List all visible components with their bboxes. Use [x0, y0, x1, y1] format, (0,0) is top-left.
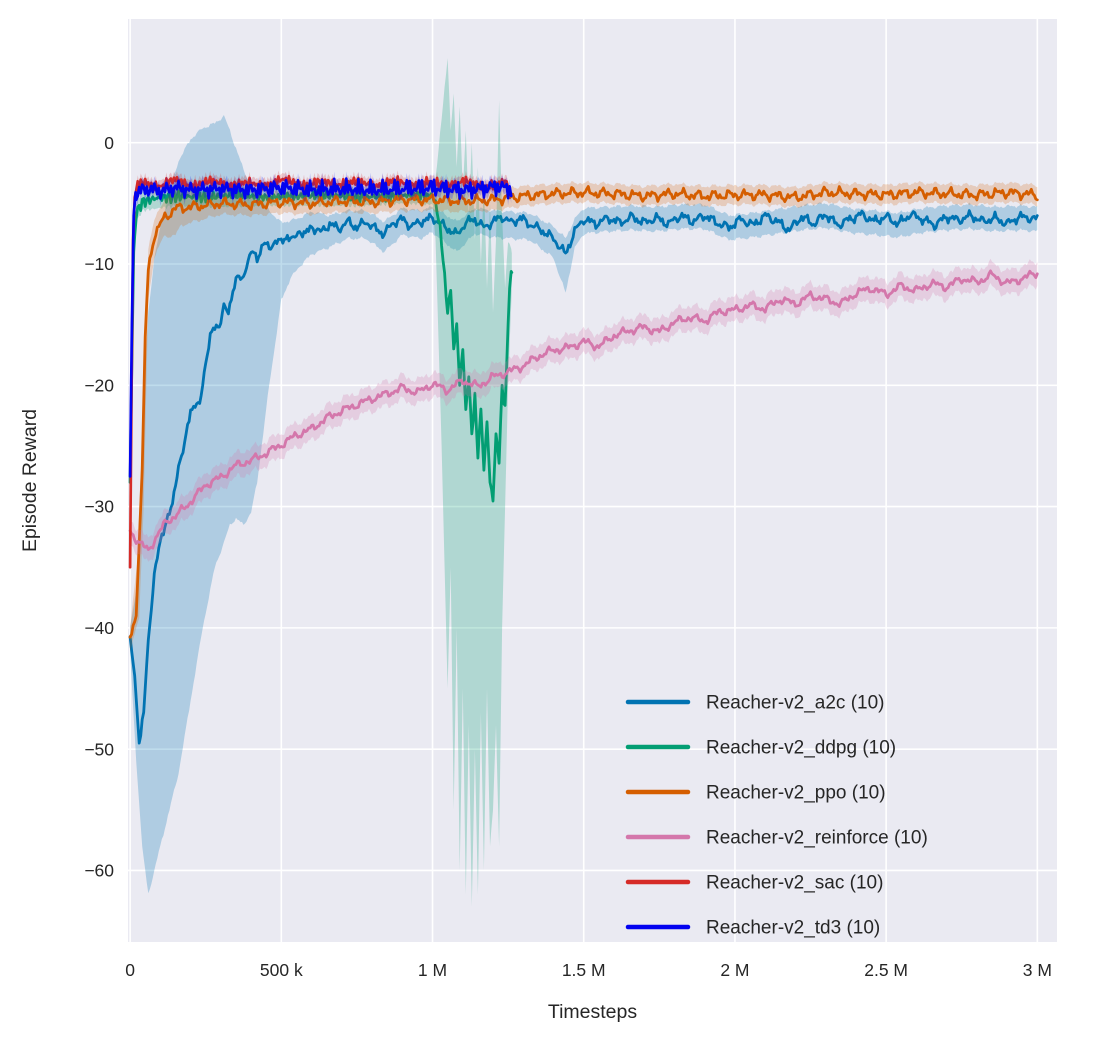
x-tick-label: 3 M	[1023, 960, 1052, 980]
x-tick-label: 2.5 M	[864, 960, 908, 980]
x-tick-label: 1.5 M	[562, 960, 606, 980]
legend-label: Reacher-v2_a2c (10)	[706, 692, 884, 713]
series-line-ppo	[128, 185, 1039, 639]
x-tick-label: 1 M	[418, 960, 447, 980]
legend-label: Reacher-v2_sac (10)	[706, 872, 883, 893]
x-axis-label: Timesteps	[548, 1001, 637, 1023]
y-tick-label: −50	[84, 739, 114, 759]
y-tick-label: −10	[84, 254, 114, 274]
y-tick-label: −40	[84, 618, 114, 638]
series-line-a2c	[128, 209, 1039, 745]
x-tick-label: 0	[125, 960, 135, 980]
y-tick-label: −30	[84, 497, 114, 517]
legend-label: Reacher-v2_reinforce (10)	[706, 827, 928, 848]
y-axis-label: Episode Reward	[19, 409, 41, 552]
y-tick-label: −20	[84, 375, 114, 395]
legend-label: Reacher-v2_ppo (10)	[706, 782, 886, 803]
series-line-td3	[128, 177, 513, 478]
plot-background	[128, 19, 1057, 942]
legend-label: Reacher-v2_td3 (10)	[706, 917, 880, 938]
x-tick-label: 2 M	[720, 960, 749, 980]
series-line-reinforce	[128, 269, 1039, 551]
legend-label: Reacher-v2_ddpg (10)	[706, 737, 896, 758]
y-tick-label: −60	[84, 861, 114, 881]
y-tick-label: 0	[104, 133, 114, 153]
x-tick-label: 500 k	[260, 960, 303, 980]
